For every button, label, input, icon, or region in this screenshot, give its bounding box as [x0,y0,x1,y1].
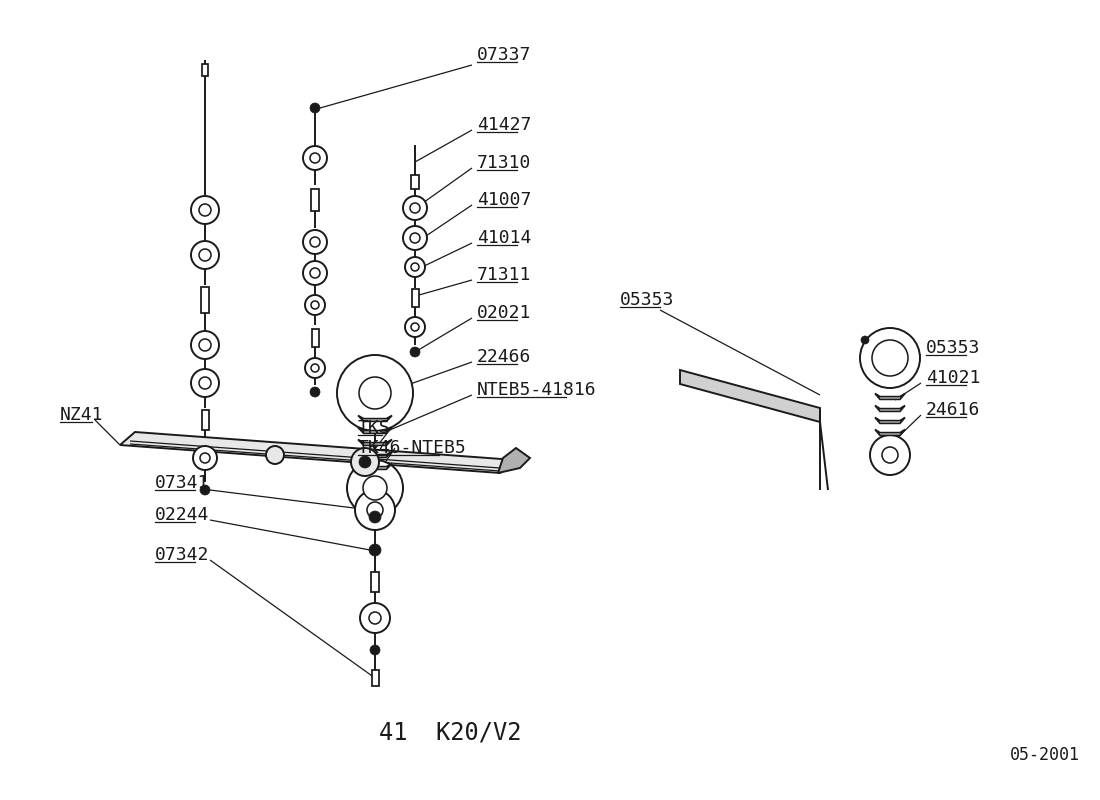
Text: TK46-NTEB5: TK46-NTEB5 [358,439,466,457]
Text: 05-2001: 05-2001 [1010,746,1080,764]
Text: 41007: 41007 [477,191,531,209]
Polygon shape [358,451,392,458]
Text: NZ41: NZ41 [60,406,103,424]
Text: 41021: 41021 [926,369,980,387]
Polygon shape [120,432,515,473]
Circle shape [368,544,381,556]
Bar [411,175,419,189]
Circle shape [337,355,412,431]
Circle shape [199,249,211,261]
Text: 05353: 05353 [620,291,674,309]
Polygon shape [680,370,820,422]
Circle shape [363,476,387,500]
Text: 71310: 71310 [477,154,531,172]
Text: 02021: 02021 [477,304,531,322]
Text: 22466: 22466 [477,348,531,366]
Circle shape [403,196,427,220]
Bar [372,670,378,686]
Circle shape [191,196,219,224]
Polygon shape [874,430,905,435]
Text: 71311: 71311 [477,266,531,284]
Circle shape [302,261,327,285]
Circle shape [311,364,319,372]
Circle shape [200,485,210,495]
Circle shape [405,317,425,337]
Text: 07337: 07337 [477,46,531,64]
Circle shape [191,331,219,359]
Circle shape [411,323,419,331]
Polygon shape [358,439,392,446]
Circle shape [310,153,320,163]
Polygon shape [874,394,905,399]
Circle shape [192,446,217,470]
Text: 07342: 07342 [155,546,209,564]
Circle shape [191,241,219,269]
Circle shape [410,203,420,213]
Text: 41427: 41427 [477,116,531,134]
Bar [202,64,208,76]
Circle shape [368,612,381,624]
Circle shape [191,369,219,397]
Circle shape [199,204,211,216]
Circle shape [305,295,324,315]
Polygon shape [358,427,392,434]
Circle shape [359,456,371,468]
Circle shape [199,339,211,351]
Circle shape [302,146,327,170]
Circle shape [411,263,419,271]
Circle shape [351,448,380,476]
Circle shape [200,453,210,463]
Text: TKS: TKS [358,419,390,437]
Bar [311,329,319,347]
Circle shape [305,358,324,378]
Circle shape [870,435,910,475]
Circle shape [872,340,908,376]
Polygon shape [358,415,392,422]
Text: 07341: 07341 [155,474,209,492]
Bar [201,410,209,430]
Circle shape [405,257,425,277]
Bar [411,289,418,307]
Circle shape [861,336,869,344]
Circle shape [346,460,403,516]
Polygon shape [498,448,530,473]
Circle shape [310,387,320,397]
Text: 41014: 41014 [477,229,531,247]
Bar [311,189,319,211]
Circle shape [860,328,920,388]
Circle shape [367,502,383,518]
Circle shape [310,237,320,247]
Circle shape [266,446,284,464]
Text: 05353: 05353 [926,339,980,357]
Text: NTEB5-41816: NTEB5-41816 [477,381,596,399]
Circle shape [302,230,327,254]
Polygon shape [358,463,392,470]
Polygon shape [874,418,905,423]
Circle shape [199,377,211,389]
Circle shape [311,301,319,309]
Text: 24616: 24616 [926,401,980,419]
Circle shape [355,490,395,530]
Circle shape [368,511,381,523]
Circle shape [410,233,420,243]
Bar [201,287,209,313]
Circle shape [359,377,390,409]
Polygon shape [874,406,905,411]
Text: 02244: 02244 [155,506,209,524]
Circle shape [370,645,379,655]
Circle shape [310,103,320,113]
Circle shape [882,447,898,463]
Bar [371,572,380,592]
Circle shape [360,603,390,633]
Circle shape [310,268,320,278]
Circle shape [410,347,420,357]
Text: 41  K20/V2: 41 K20/V2 [378,721,521,745]
Circle shape [403,226,427,250]
